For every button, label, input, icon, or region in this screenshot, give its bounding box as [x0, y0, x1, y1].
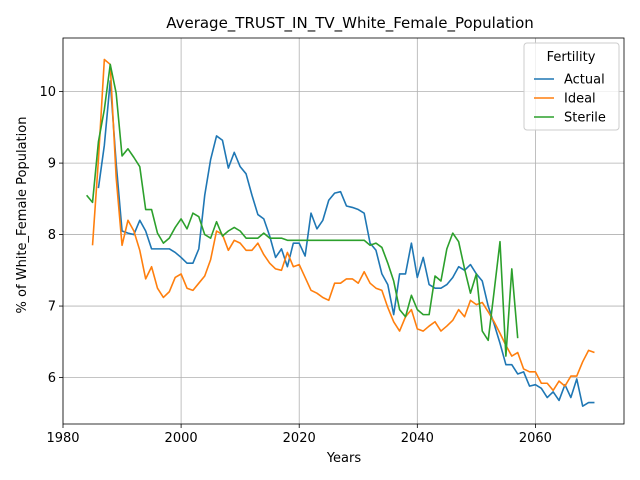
y-axis-label: % of White_Female Population — [15, 117, 30, 314]
y-tick-label: 9 — [48, 157, 56, 172]
x-tick-label: 2000 — [165, 431, 198, 446]
legend-label-actual: Actual — [564, 73, 605, 88]
y-tick-label: 10 — [39, 85, 56, 100]
chart-title: Average_TRUST_IN_TV_White_Female_Populat… — [166, 14, 534, 33]
x-tick-label: 2060 — [519, 431, 552, 446]
x-tick-label: 2040 — [401, 431, 434, 446]
legend-title: Fertility — [547, 50, 596, 65]
y-tick-label: 8 — [48, 228, 56, 243]
series-lines — [86, 58, 595, 407]
y-tick-label: 6 — [48, 371, 56, 386]
axis-ticks: 1980 2000 2020 2040 2060 6 7 8 9 10 — [39, 85, 552, 446]
legend-label-sterile: Sterile — [564, 111, 606, 126]
plot-frame — [62, 37, 625, 425]
x-tick-label: 2020 — [283, 431, 316, 446]
legend-box — [523, 42, 620, 131]
series-line-actual — [97, 80, 595, 407]
series-line-ideal — [91, 58, 595, 392]
x-axis-label: Years — [326, 451, 362, 466]
x-tick-label: 1980 — [46, 431, 79, 446]
series-line-sterile — [86, 63, 519, 357]
legend: Fertility Actual Ideal Sterile — [523, 42, 620, 131]
y-tick-label: 7 — [48, 300, 56, 315]
legend-label-ideal: Ideal — [564, 92, 596, 107]
